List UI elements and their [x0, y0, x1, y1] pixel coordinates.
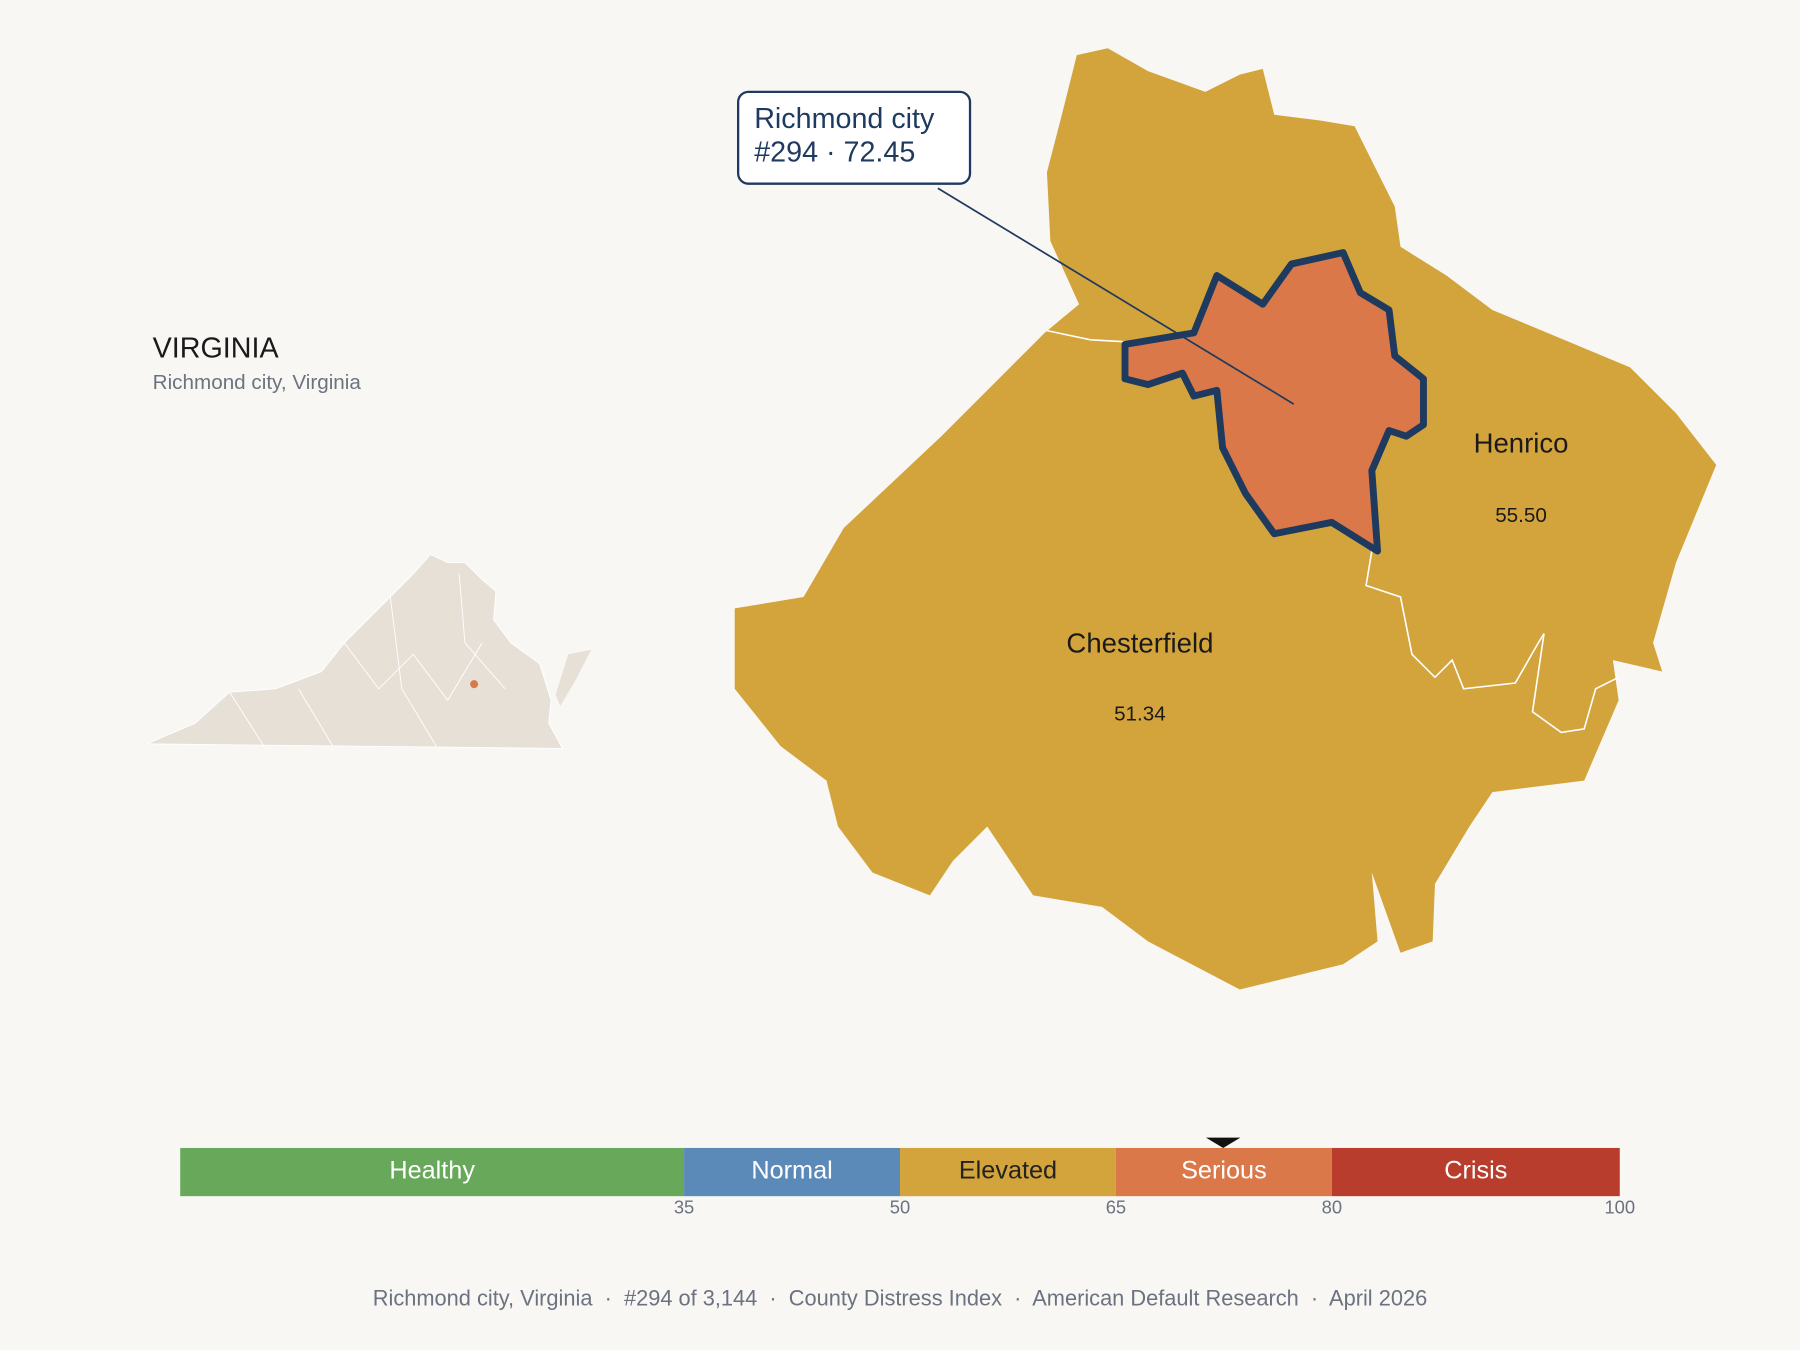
callout: Richmond city #294 · 72.45 — [736, 90, 1295, 405]
scale-band — [1115, 1147, 1332, 1197]
scale-band-label: Crisis — [1444, 1157, 1507, 1185]
state-shore — [555, 649, 592, 706]
selected-county[interactable] — [1121, 249, 1427, 555]
scale-band-label: Elevated — [959, 1157, 1057, 1185]
state-shape — [146, 553, 564, 749]
scale-tick-label: 100 — [1604, 1197, 1635, 1218]
scale-band — [1331, 1147, 1620, 1197]
locator-dot — [470, 680, 479, 689]
callout-score: #294 · 72.45 — [754, 136, 915, 168]
distress-scale: Healthy Normal Elevated Serious Crisis 35 50 65… — [180, 1137, 1635, 1218]
county-name: Henrico — [1474, 428, 1569, 459]
county-area — [734, 48, 1717, 990]
scale-tick-label: 50 — [890, 1197, 910, 1218]
county-name: Chesterfield — [1066, 627, 1213, 658]
scale-band — [684, 1147, 900, 1197]
callout-box — [736, 90, 972, 185]
callout-leader — [937, 187, 1295, 405]
scale-tick-label: 35 — [674, 1197, 694, 1218]
scale-marker — [1205, 1137, 1241, 1148]
state-title: VIRGINIA — [153, 333, 280, 365]
county-boundary — [1046, 329, 1619, 734]
scale-band-label: Normal — [751, 1157, 832, 1185]
scale-band-label: Healthy — [389, 1157, 475, 1185]
scale-band — [180, 1147, 685, 1197]
county-value: 55.50 — [1495, 504, 1547, 527]
state-locator — [146, 553, 592, 749]
county-value: 51.34 — [1114, 703, 1166, 726]
callout-name: Richmond city — [754, 103, 935, 135]
scale-band — [900, 1147, 1116, 1197]
scale-tick-label: 80 — [1322, 1197, 1342, 1218]
state-subtitle: Richmond city, Virginia — [153, 371, 362, 394]
footer: Richmond city, Virginia · #294 of 3,144 … — [373, 1285, 1427, 1310]
scale-tick-label: 65 — [1106, 1197, 1126, 1218]
county-lines — [229, 573, 506, 747]
county-map: Henrico 55.50 Chesterfield 51.34 — [734, 48, 1717, 990]
scale-band-label: Serious — [1181, 1157, 1267, 1185]
